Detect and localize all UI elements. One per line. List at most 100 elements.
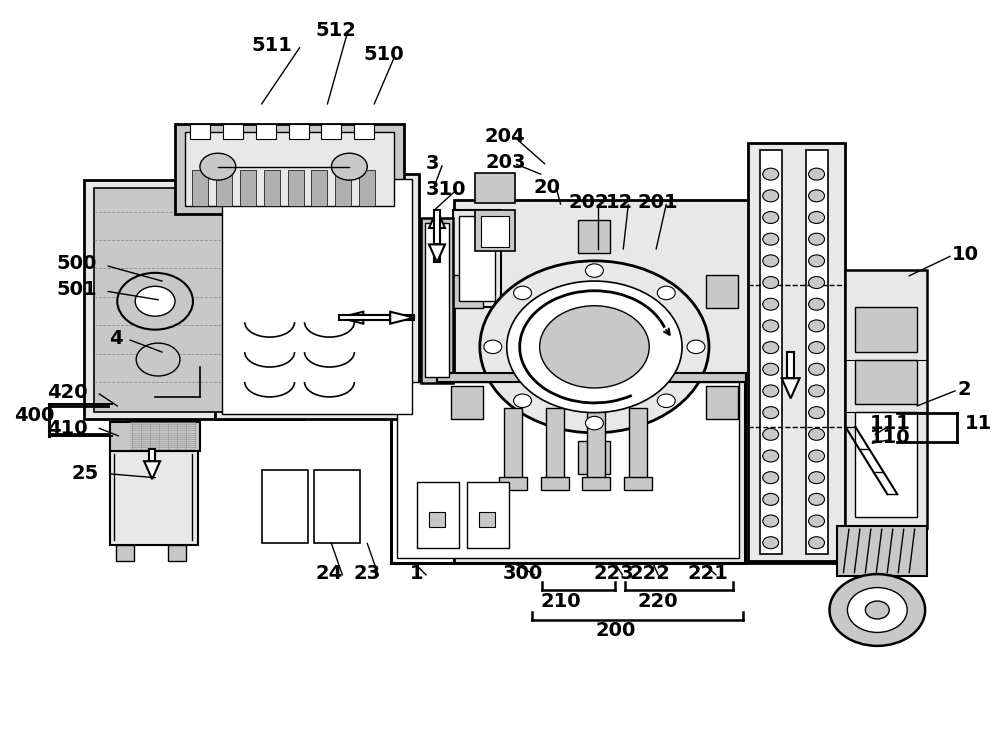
Circle shape [585, 264, 603, 277]
Polygon shape [782, 378, 800, 398]
Bar [223, 124, 243, 139]
Circle shape [763, 233, 779, 245]
Circle shape [763, 342, 779, 354]
Bar [855, 307, 917, 352]
Circle shape [135, 286, 175, 316]
Circle shape [809, 472, 825, 484]
Text: 3: 3 [425, 154, 439, 173]
Bar [215, 174, 419, 419]
Circle shape [763, 407, 779, 419]
Text: 222: 222 [630, 564, 671, 583]
Text: 511: 511 [251, 36, 292, 55]
Bar [421, 217, 453, 383]
Bar [94, 187, 294, 412]
Text: 4: 4 [109, 329, 123, 348]
Bar [425, 223, 449, 377]
Bar [240, 171, 256, 206]
Text: 204: 204 [484, 127, 525, 146]
Polygon shape [390, 312, 414, 324]
Bar [587, 408, 605, 479]
Circle shape [763, 363, 779, 375]
Text: 310: 310 [426, 180, 466, 198]
Bar [787, 352, 794, 378]
Bar [748, 143, 845, 562]
Text: 200: 200 [595, 621, 636, 640]
Text: 1: 1 [410, 564, 424, 583]
Circle shape [763, 169, 779, 180]
Bar [110, 422, 200, 451]
Text: 2: 2 [957, 380, 971, 399]
Bar [459, 216, 495, 301]
Circle shape [687, 340, 705, 354]
Text: 12: 12 [606, 193, 633, 212]
Bar [479, 512, 495, 527]
Text: 10: 10 [952, 246, 979, 264]
Circle shape [763, 472, 779, 484]
Text: 400: 400 [14, 406, 55, 425]
Bar [216, 171, 232, 206]
Bar [363, 315, 414, 320]
Bar [541, 477, 569, 491]
Bar [354, 124, 374, 139]
Circle shape [809, 342, 825, 354]
Bar [168, 545, 186, 562]
Circle shape [763, 450, 779, 462]
Bar [845, 270, 927, 528]
Text: 221: 221 [688, 564, 728, 583]
Circle shape [657, 286, 675, 300]
Bar [546, 408, 564, 479]
Text: 220: 220 [638, 592, 678, 610]
Circle shape [809, 255, 825, 267]
Text: 23: 23 [354, 564, 381, 583]
Circle shape [514, 394, 532, 407]
Text: 20: 20 [533, 178, 560, 197]
Bar [84, 180, 304, 419]
Circle shape [809, 233, 825, 245]
Circle shape [585, 416, 603, 430]
Circle shape [514, 286, 532, 300]
Text: 111: 111 [870, 413, 911, 433]
Bar [706, 386, 738, 419]
Bar [262, 470, 308, 544]
Circle shape [480, 261, 709, 433]
Text: 510: 510 [364, 45, 405, 64]
Circle shape [763, 189, 779, 201]
Circle shape [865, 601, 889, 619]
Bar [437, 373, 746, 382]
Circle shape [830, 574, 925, 646]
Circle shape [136, 343, 180, 376]
Circle shape [763, 211, 779, 223]
Circle shape [809, 385, 825, 397]
Bar [454, 200, 842, 563]
Bar [451, 275, 483, 308]
Circle shape [809, 537, 825, 549]
Polygon shape [144, 461, 160, 479]
Circle shape [763, 537, 779, 549]
Circle shape [809, 211, 825, 223]
Circle shape [809, 515, 825, 527]
Circle shape [809, 450, 825, 462]
Bar [264, 171, 280, 206]
Circle shape [809, 320, 825, 332]
Circle shape [763, 320, 779, 332]
Text: 24: 24 [316, 564, 343, 583]
Bar [127, 421, 199, 451]
Circle shape [763, 276, 779, 288]
Bar [453, 210, 501, 307]
Bar [417, 482, 459, 548]
Circle shape [331, 154, 367, 180]
Bar [397, 382, 739, 559]
Polygon shape [339, 312, 363, 324]
Bar [256, 124, 276, 139]
Bar [288, 171, 304, 206]
Circle shape [507, 281, 682, 413]
Circle shape [763, 494, 779, 506]
Bar [499, 477, 527, 491]
Circle shape [763, 255, 779, 267]
Circle shape [763, 385, 779, 397]
Bar [706, 275, 738, 308]
Circle shape [847, 587, 907, 632]
Circle shape [117, 273, 193, 330]
Text: 223: 223 [594, 564, 635, 583]
Bar [504, 408, 522, 479]
